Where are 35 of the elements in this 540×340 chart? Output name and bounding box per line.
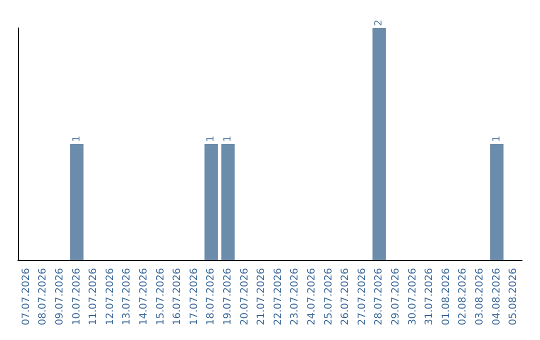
data-label: 2 <box>374 20 385 26</box>
x-tick-label: 25.07.2026 <box>323 268 334 326</box>
x-tick-label: 30.07.2026 <box>407 268 418 326</box>
x-tick-label: 07.07.2026 <box>20 268 32 326</box>
x-tick-label: 22.07.2026 <box>272 268 284 326</box>
x-tick-label: 13.07.2026 <box>122 268 133 326</box>
x-tick-label: 16.07.2026 <box>172 268 184 326</box>
x-tick-label: 11.07.2026 <box>88 268 100 326</box>
x-tick-label: 23.07.2026 <box>290 268 301 326</box>
x-tick-label: 14.07.2026 <box>138 268 150 326</box>
x-tick-label: 31.07.2026 <box>424 268 436 326</box>
x-tick-label: 19.07.2026 <box>222 268 234 326</box>
x-tick-label: 26.07.2026 <box>340 268 352 326</box>
x-tick-label: 15.07.2026 <box>155 268 166 326</box>
data-label: 1 <box>206 136 217 142</box>
x-tick-label: 24.07.2026 <box>306 268 318 326</box>
x-tick-label: 20.07.2026 <box>239 268 250 326</box>
x-tick-label: 21.07.2026 <box>256 268 268 326</box>
x-tick-label: 12.07.2026 <box>104 268 116 326</box>
x-tick-label: 27.07.2026 <box>356 268 368 326</box>
x-tick-label: 18.07.2026 <box>206 268 217 326</box>
x-tick-label: 02.08.2026 <box>458 268 469 326</box>
x-tick-label: 17.07.2026 <box>188 268 200 326</box>
x-tick-label: 09.07.2026 <box>54 268 66 326</box>
x-tick-label: 03.08.2026 <box>474 268 486 326</box>
data-label: 1 <box>71 136 82 142</box>
x-tick-label: 05.08.2026 <box>508 268 520 326</box>
data-label: 1 <box>491 136 502 142</box>
x-tick-label: 01.08.2026 <box>440 268 452 326</box>
x-tick-label: 08.07.2026 <box>38 268 49 326</box>
x-tick-label: 10.07.2026 <box>71 268 82 326</box>
x-tick-label: 04.08.2026 <box>491 268 502 326</box>
x-tick-label: 29.07.2026 <box>390 268 402 326</box>
x-tick-label: 28.07.2026 <box>374 268 385 326</box>
data-label: 1 <box>222 136 234 142</box>
